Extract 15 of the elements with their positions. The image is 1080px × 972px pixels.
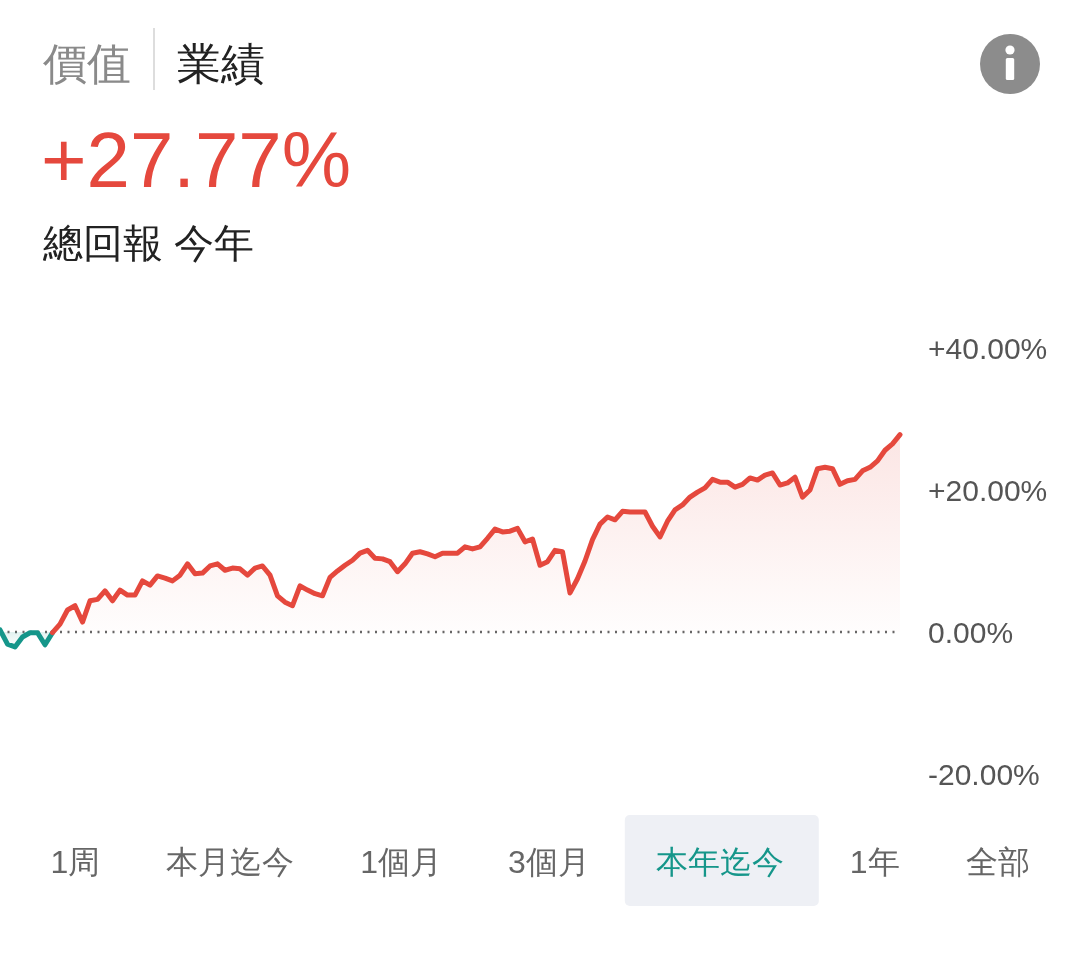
range-tab-label: 3個月 [508, 844, 590, 880]
y-tick-label: 0.00% [928, 615, 1014, 649]
range-tab-label: 1個月 [360, 844, 442, 880]
title: +27.77% [41, 116, 352, 204]
subtitle: 總回報 今年 [43, 221, 255, 265]
range-tab-label: 全部 [965, 844, 1030, 880]
view-tab-label: 業績 [177, 39, 265, 88]
range-tab-label: 1周 [50, 844, 101, 880]
range-tab-label: 1年 [849, 844, 900, 880]
view-tab-label: 價值 [43, 39, 131, 88]
y-tick-label: -20.00% [928, 757, 1040, 791]
range-tab-label: 本月迄今 [166, 844, 295, 880]
y-tick-label: +20.00% [928, 473, 1048, 507]
range-tab-label: 本年迄今 [655, 844, 784, 880]
y-tick-label: +40.00% [928, 331, 1048, 365]
